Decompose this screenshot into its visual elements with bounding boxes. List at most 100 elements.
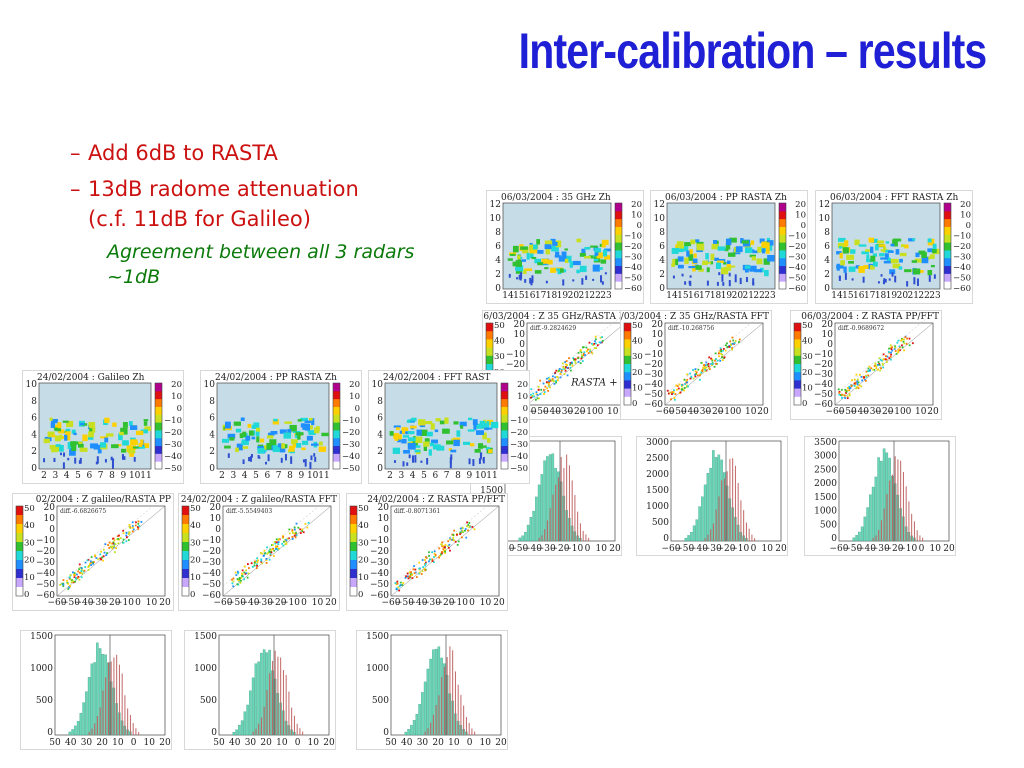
rain-pixel: [290, 456, 293, 464]
scatter-point: [878, 364, 881, 366]
cloud-pixel: [407, 419, 411, 423]
scatter-point: [449, 538, 452, 541]
scatter-point: [74, 576, 77, 579]
colorbar-frame: [349, 505, 358, 597]
plot-area: [831, 202, 941, 290]
scatter-point: [75, 578, 78, 581]
scatter-point: [904, 336, 907, 339]
scatter-point: [854, 381, 857, 384]
scatter-point: [409, 576, 412, 579]
colorbar-segment: [16, 578, 23, 588]
colorbar-label: 0: [190, 590, 195, 600]
rain-pixel: [745, 276, 748, 283]
scatter-point: [79, 566, 82, 569]
rain-pixel: [257, 455, 260, 459]
colorbar-segment: [615, 242, 622, 251]
scatter-point: [531, 395, 534, 397]
scatter-point: [587, 348, 589, 351]
histogram-bar: [85, 691, 88, 736]
colorbar-label: 40: [494, 337, 505, 347]
scatter-point: [80, 576, 83, 579]
scatter-point: [857, 378, 859, 381]
x-tick-label: 40: [65, 738, 77, 748]
scatter-point: [543, 391, 546, 394]
scatter-point: [844, 397, 847, 399]
cloud-pixel: [692, 258, 698, 264]
x-tick-label: 10: [308, 738, 320, 748]
colorbar-segment: [501, 445, 508, 454]
cloud-pixel: [526, 252, 530, 260]
y-tick-label: 10: [819, 214, 831, 224]
scatter-point: [90, 561, 92, 564]
scatter-point: [291, 529, 294, 531]
scatter-point: [263, 554, 265, 557]
histogram-bar: [254, 663, 258, 736]
scatter-point: [545, 381, 548, 383]
y-tick-label: 3000: [814, 452, 837, 462]
scatter-point: [548, 380, 550, 383]
scatter-point: [889, 344, 892, 347]
histogram-bar-overlay: [468, 722, 470, 735]
colorbar-label: −50: [788, 274, 806, 284]
colorbar-segment: [16, 524, 23, 534]
rain-pixel: [516, 277, 519, 280]
x-tick-label: −30: [254, 598, 273, 608]
scatter-point: [673, 389, 675, 392]
scatter-point: [261, 552, 264, 555]
scatter-point: [893, 348, 896, 350]
x-tick-label: 10: [112, 738, 124, 748]
y-tick-label: 10: [44, 514, 56, 524]
rain-pixel: [123, 456, 126, 460]
scatter-point: [875, 367, 878, 370]
scatter-point: [442, 548, 445, 551]
scatter-point: [90, 564, 93, 566]
y-tick-label: 1500: [30, 632, 53, 642]
x-tick-label: 20: [943, 544, 955, 554]
rain-pixel: [248, 457, 251, 462]
cloud-pixel: [89, 426, 96, 433]
scatter-point: [247, 572, 250, 575]
x-tick-label: −40: [523, 544, 542, 554]
cloud-pixel: [727, 252, 736, 257]
cloud-pixel: [446, 440, 454, 445]
colorbar-segment: [333, 453, 340, 462]
scatter-point: [876, 363, 879, 366]
x-tick-label: −10: [115, 598, 134, 608]
scatter-point: [839, 394, 842, 396]
cloud-pixel: [744, 247, 753, 254]
colorbar-label: −20: [164, 428, 182, 438]
histogram-bar-overlay: [88, 731, 90, 735]
x-tick-label: 0: [135, 598, 141, 608]
scatter-point: [87, 566, 90, 568]
scatter-point: [565, 360, 568, 362]
scatter-point: [87, 558, 90, 561]
y-tick-label: 500: [372, 696, 389, 706]
histogram-bar: [87, 677, 91, 736]
colorbar-segment: [350, 560, 357, 570]
scatter-point: [855, 387, 858, 390]
scatter-point: [99, 557, 102, 560]
histogram-bar-overlay: [118, 664, 120, 735]
colorbar-label: 20: [517, 380, 528, 390]
scatter-point: [853, 382, 856, 385]
scatter-point: [137, 520, 140, 523]
cloud-pixel: [754, 269, 762, 273]
colorbar-frame: [614, 202, 623, 290]
scatter-point: [271, 548, 274, 551]
scatter-point: [890, 348, 893, 350]
scatter-point: [544, 385, 547, 388]
scatter-point: [884, 358, 887, 361]
cloud-pixel: [744, 266, 749, 273]
scatter-point: [564, 367, 566, 370]
x-tick-label: 30: [417, 738, 429, 748]
y-tick-label: 0: [31, 464, 37, 474]
colorbar-label: −20: [953, 242, 971, 252]
cloud-pixel: [695, 265, 702, 270]
scatter-point: [704, 368, 707, 371]
y-tick-label: 2500: [814, 465, 837, 475]
cloud-pixel: [289, 424, 297, 432]
scatter-point: [903, 349, 905, 352]
scatter-point: [285, 540, 288, 543]
y-tick-label: 12: [819, 200, 830, 210]
scatter-point: [282, 540, 285, 543]
